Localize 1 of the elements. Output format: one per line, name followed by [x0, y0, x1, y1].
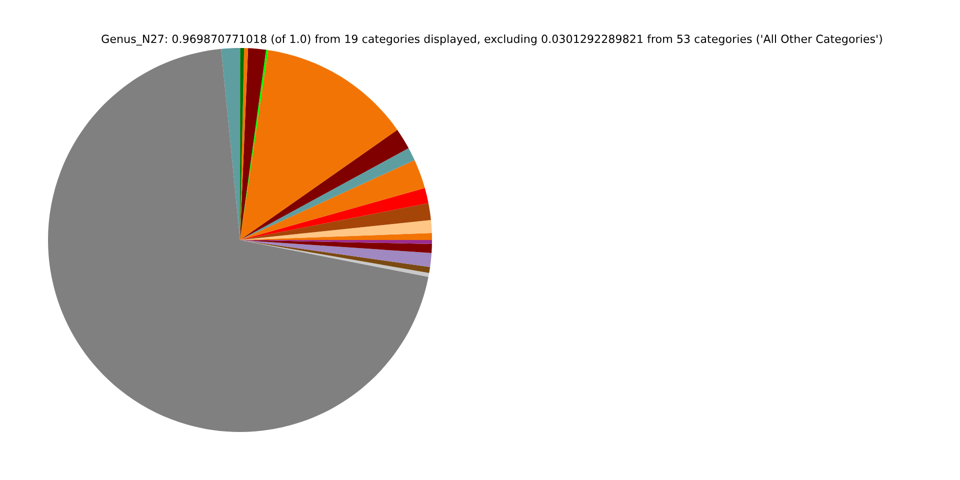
text: Genus_N27: 0.969870771018 (of 1.0) from 19 categories displayed, excluding 0.0301292289821 from 53 categories ('All Other Categories')	[102, 34, 882, 46]
